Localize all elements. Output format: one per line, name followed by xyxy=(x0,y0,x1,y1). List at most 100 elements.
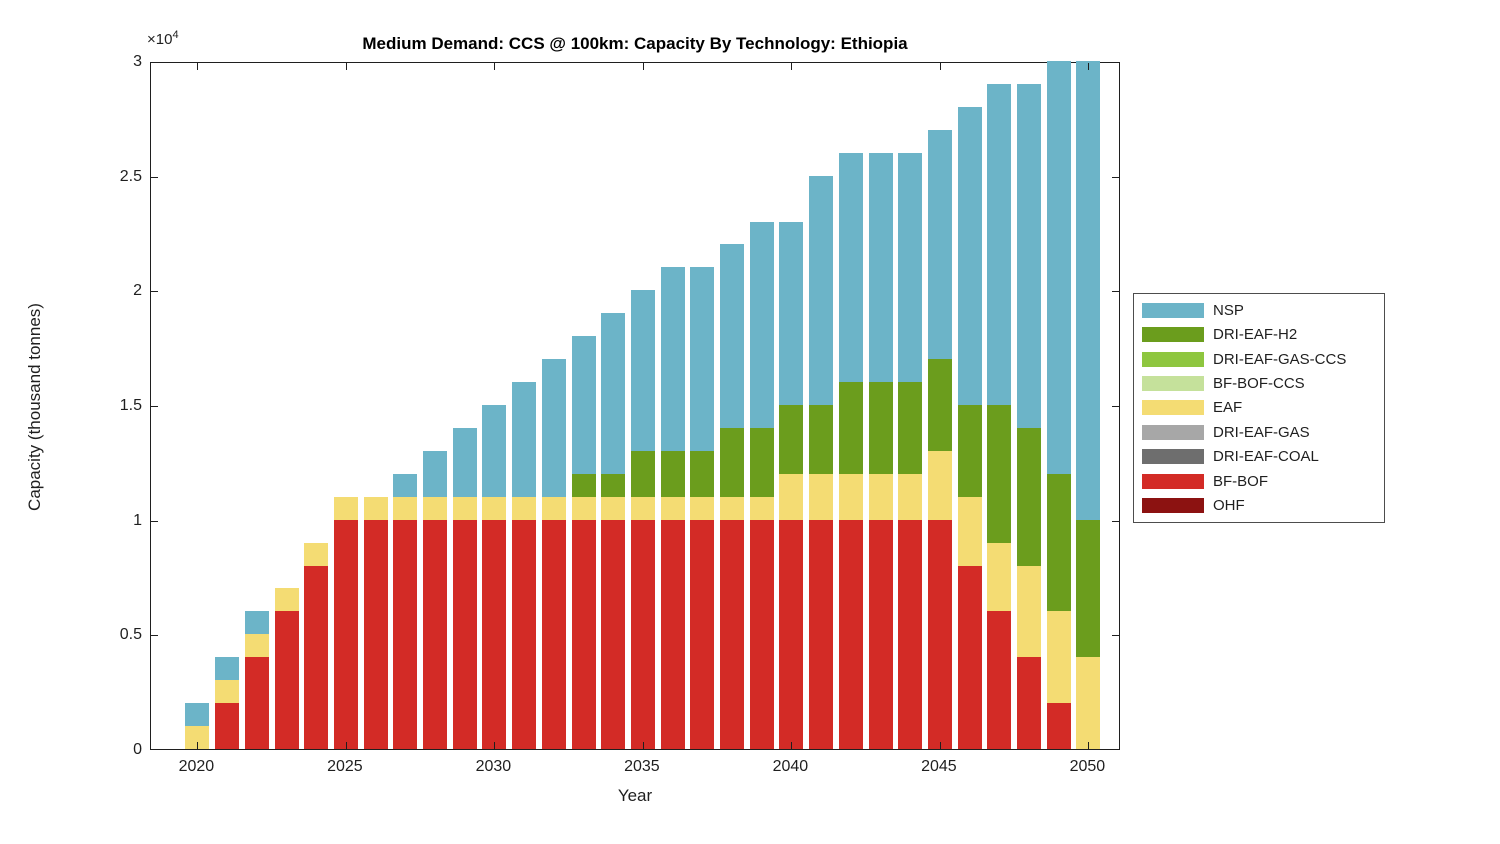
bar-segment-eaf-2025 xyxy=(333,496,358,520)
bar-segment-eaf-2027 xyxy=(393,496,418,520)
bar-segment-bf-bof-2038 xyxy=(720,519,744,749)
bar-segment-eaf-2039 xyxy=(749,496,774,520)
y-tick-label-2: 2 xyxy=(133,282,142,300)
bar-segment-eaf-2034 xyxy=(601,496,626,520)
y-tick-right-10000 xyxy=(1112,520,1119,522)
legend-label-dri-eaf-gas: DRI-EAF-GAS xyxy=(1213,423,1310,441)
bar-segment-eaf-2044 xyxy=(898,473,923,520)
bar-segment-bf-bof-2025 xyxy=(333,519,358,749)
bar-segment-bf-bof-2039 xyxy=(749,519,774,749)
x-tick-2045 xyxy=(939,742,941,749)
bar-segment-bf-bof-2031 xyxy=(512,519,537,749)
y-tick-label-1: 1 xyxy=(133,511,142,529)
x-tick-label-2020: 2020 xyxy=(178,758,215,775)
bar-segment-nsp-2029 xyxy=(452,427,477,497)
legend-row-dri-eaf-h2: DRI-EAF-H2 xyxy=(1142,324,1384,346)
y-axis-label: Capacity (thousand tonnes) xyxy=(25,303,44,511)
legend-swatch-bf-bof-ccs xyxy=(1142,376,1204,392)
bar-segment-nsp-2042 xyxy=(838,152,863,383)
bar-segment-eaf-2030 xyxy=(482,496,507,520)
chart-title: Medium Demand: CCS @ 100km: Capacity By … xyxy=(362,34,908,53)
legend-label-dri-eaf-coal: DRI-EAF-COAL xyxy=(1213,448,1319,466)
x-tick-2040 xyxy=(791,742,793,749)
bar-segment-eaf-2024 xyxy=(304,542,329,566)
bar-segment-bf-bof-2024 xyxy=(304,565,329,749)
legend-swatch-bf-bof xyxy=(1142,473,1204,489)
bar-segment-nsp-2045 xyxy=(927,129,952,360)
legend-swatch-ohf xyxy=(1142,498,1204,514)
bar-segment-bf-bof-2021 xyxy=(215,703,240,749)
bar-segment-eaf-2023 xyxy=(274,588,299,612)
bar-segment-bf-bof-2028 xyxy=(423,519,447,749)
bar-segment-eaf-2033 xyxy=(571,496,596,520)
bar-segment-nsp-2035 xyxy=(630,290,655,451)
x-axis-label: Year xyxy=(617,786,653,805)
legend-swatch-dri-eaf-gas-ccs xyxy=(1142,351,1204,367)
x-tick-label-2025: 2025 xyxy=(327,758,363,775)
bar-segment-bf-bof-2034 xyxy=(601,519,626,749)
bar-segment-nsp-2030 xyxy=(482,405,507,497)
y-tick-right-5000 xyxy=(1112,635,1119,637)
bar-segment-bf-bof-2048 xyxy=(1017,657,1041,749)
legend-swatch-dri-eaf-h2 xyxy=(1142,327,1204,343)
y-tick-0 xyxy=(151,749,158,750)
bar-segment-nsp-2036 xyxy=(660,267,685,451)
bar-segment-nsp-2041 xyxy=(809,175,834,405)
bar-segment-eaf-2036 xyxy=(660,496,685,520)
bar-segment-bf-bof-2035 xyxy=(630,519,655,749)
bar-segment-eaf-2037 xyxy=(690,496,715,520)
y-tick-10000 xyxy=(151,520,158,522)
bar-segment-nsp-2022 xyxy=(244,611,269,635)
y-axis-exponent: ×104 xyxy=(147,29,179,48)
bar-segment-bf-bof-2027 xyxy=(393,519,418,749)
bar-segment-bf-bof-2030 xyxy=(482,519,507,749)
bar-segment-nsp-2047 xyxy=(987,83,1012,405)
bar-segment-dri-eaf-h2-2040 xyxy=(779,405,804,474)
legend-row-eaf: EAF xyxy=(1142,397,1384,419)
bar-segment-dri-eaf-h2-2044 xyxy=(898,382,923,474)
bar-segment-dri-eaf-h2-2039 xyxy=(749,427,774,497)
bar-segment-dri-eaf-h2-2042 xyxy=(838,382,863,474)
bar-segment-nsp-2021 xyxy=(215,657,240,681)
x-tick-top-2045 xyxy=(939,63,941,70)
bar-segment-bf-bof-2029 xyxy=(452,519,477,749)
bar-segment-nsp-2020 xyxy=(185,703,210,727)
bar-segment-bf-bof-2049 xyxy=(1046,703,1071,749)
bar-segment-nsp-2034 xyxy=(601,313,626,474)
x-tick-2030 xyxy=(494,742,496,749)
legend-label-ohf: OHF xyxy=(1213,497,1245,515)
legend-row-dri-eaf-coal: DRI-EAF-COAL xyxy=(1142,446,1384,468)
bar-segment-dri-eaf-h2-2041 xyxy=(809,405,834,474)
bar-segment-dri-eaf-h2-2034 xyxy=(601,473,626,497)
bar-segment-bf-bof-2032 xyxy=(541,519,566,749)
bar-segment-nsp-2048 xyxy=(1017,83,1041,428)
y-tick-right-0 xyxy=(1112,749,1119,750)
y-tick-15000 xyxy=(151,406,158,407)
x-tick-2020 xyxy=(197,742,199,749)
y-tick-right-25000 xyxy=(1112,176,1119,178)
bar-segment-dri-eaf-h2-2036 xyxy=(660,450,685,497)
x-tick-label-2045: 2045 xyxy=(921,758,957,775)
bar-segment-bf-bof-2047 xyxy=(987,611,1012,749)
bar-segment-dri-eaf-h2-2037 xyxy=(690,450,715,497)
legend-swatch-eaf xyxy=(1142,400,1204,416)
bar-segment-nsp-2038 xyxy=(720,244,744,428)
bar-segment-dri-eaf-h2-2038 xyxy=(720,427,744,497)
bar-segment-eaf-2042 xyxy=(838,473,863,520)
legend-row-dri-eaf-gas-ccs: DRI-EAF-GAS-CCS xyxy=(1142,348,1384,370)
bar-segment-eaf-2031 xyxy=(512,496,537,520)
x-tick-label-2050: 2050 xyxy=(1069,758,1106,775)
bar-segment-bf-bof-2041 xyxy=(809,519,834,749)
bar-segment-eaf-2050 xyxy=(1076,657,1101,749)
y-tick-label-2.5: 2.5 xyxy=(119,167,142,185)
legend-label-eaf: EAF xyxy=(1213,399,1243,417)
bar-segment-bf-bof-2043 xyxy=(868,519,893,749)
legend-swatch-dri-eaf-gas xyxy=(1142,424,1204,440)
bar-segment-dri-eaf-h2-2050 xyxy=(1076,519,1101,658)
bar-segment-nsp-2044 xyxy=(898,152,923,383)
bar-segment-bf-bof-2036 xyxy=(660,519,685,749)
x-tick-top-2020 xyxy=(197,63,199,70)
bar-segment-dri-eaf-h2-2047 xyxy=(987,405,1012,543)
bar-segment-nsp-2043 xyxy=(868,152,893,383)
